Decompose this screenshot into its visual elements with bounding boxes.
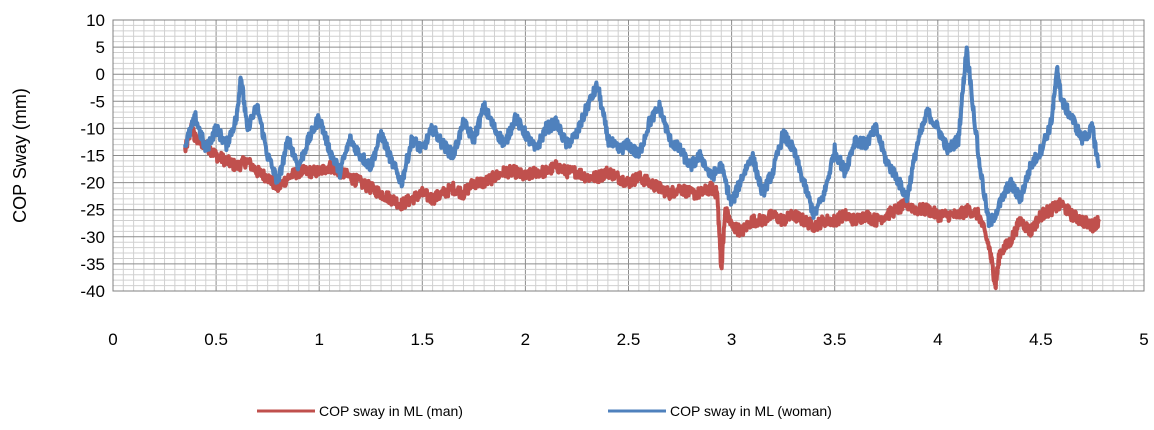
x-tick-label: 0.5 [204,330,228,349]
legend-label: COP sway in ML (man) [319,403,463,419]
x-tick-label: 3 [727,330,736,349]
y-axis-ticks: 10 5 0 -5 -10 -15 -20 -25 -30 -35 -40 [80,11,105,301]
plot-area [112,19,1145,292]
y-axis-label: COP Sway (mm) [10,88,30,223]
legend: COP sway in ML (man) COP sway in ML (woma… [257,403,832,419]
legend-label: COP sway in ML (woman) [670,403,832,419]
y-tick-label: -35 [80,255,105,274]
x-tick-label: 0 [108,330,117,349]
y-tick-label: -20 [80,174,105,193]
y-tick-label: -40 [80,282,105,301]
x-tick-label: 5 [1139,330,1148,349]
series-line-woman [183,45,1101,228]
x-tick-label: 1.5 [410,330,434,349]
y-tick-label: -15 [80,147,105,166]
x-tick-label: 3.5 [823,330,847,349]
y-tick-label: -25 [80,201,105,220]
series-line-man [183,122,1101,291]
x-tick-label: 4 [933,330,942,349]
x-tick-label: 2 [521,330,530,349]
y-tick-label: 10 [86,11,105,30]
y-tick-label: 0 [96,65,105,84]
series-lines [183,45,1101,291]
y-tick-label: -10 [80,119,105,138]
x-tick-label: 4.5 [1029,330,1053,349]
x-axis-ticks: 0 0.5 1 1.5 2 2.5 3 3.5 4 4.5 5 [108,330,1148,349]
y-tick-label: 5 [96,38,105,57]
y-tick-label: -5 [90,92,105,111]
x-tick-label: 2.5 [617,330,641,349]
y-tick-label: -30 [80,228,105,247]
x-tick-label: 1 [314,330,323,349]
